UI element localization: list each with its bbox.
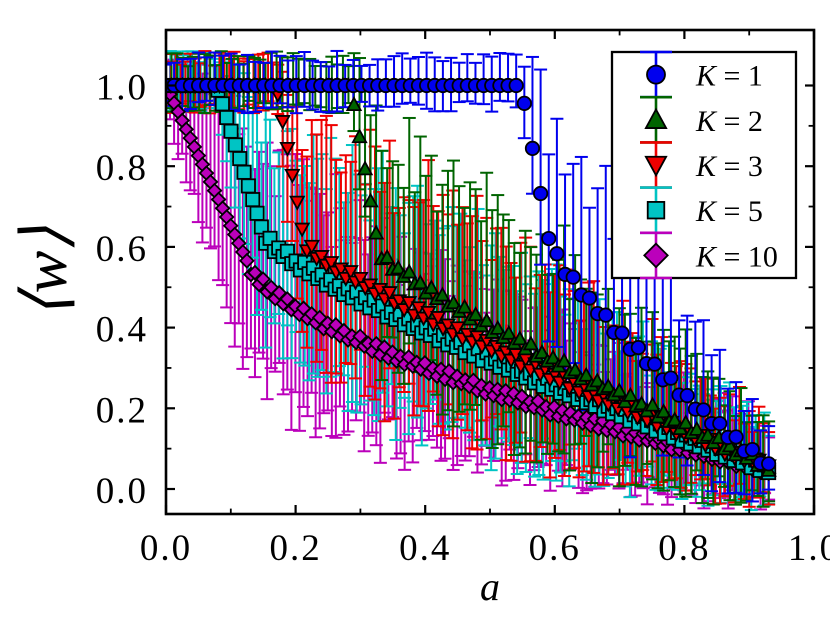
svg-text:1.0: 1.0: [96, 68, 148, 109]
svg-text:0.0: 0.0: [140, 528, 192, 569]
svg-text:0.8: 0.8: [96, 148, 148, 189]
svg-text:0.4: 0.4: [96, 310, 148, 351]
svg-text:K = 1: K = 1: [695, 60, 763, 93]
svg-text:0.4: 0.4: [399, 528, 451, 569]
svg-text:⟨w⟩: ⟨w⟩: [9, 226, 80, 319]
svg-text:K = 3: K = 3: [695, 150, 763, 183]
svg-text:0.6: 0.6: [96, 229, 148, 270]
svg-text:K = 10: K = 10: [695, 240, 778, 273]
svg-text:K = 5: K = 5: [695, 195, 763, 228]
svg-text:0.0: 0.0: [96, 471, 148, 512]
svg-text:0.2: 0.2: [269, 528, 321, 569]
svg-text:K = 2: K = 2: [695, 105, 763, 138]
svg-text:1.0: 1.0: [788, 528, 830, 569]
svg-text:0.6: 0.6: [529, 528, 581, 569]
svg-text:0.8: 0.8: [658, 528, 710, 569]
svg-text:0.2: 0.2: [96, 390, 148, 431]
svg-text:a: a: [480, 564, 500, 609]
